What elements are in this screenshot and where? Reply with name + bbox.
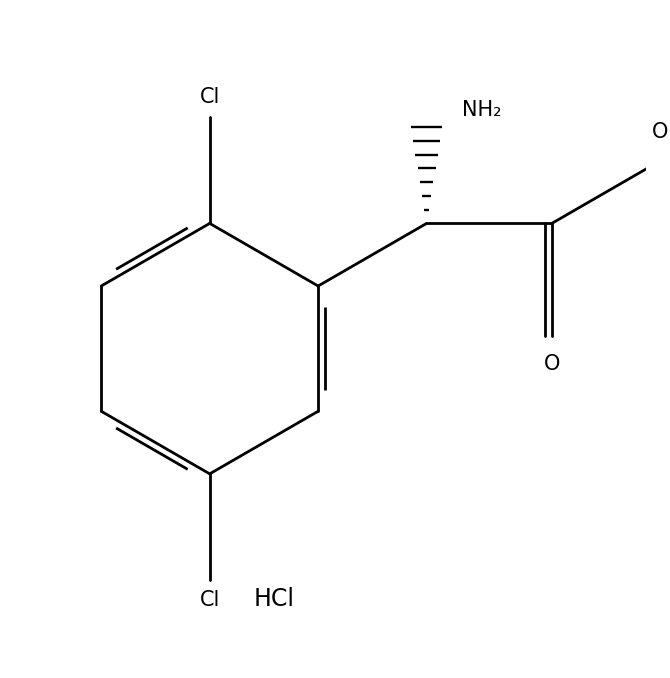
Text: Cl: Cl — [200, 590, 220, 610]
Text: Cl: Cl — [200, 87, 220, 107]
Text: O: O — [652, 121, 669, 142]
Text: O: O — [543, 354, 560, 374]
Text: NH₂: NH₂ — [462, 100, 502, 120]
Text: HCl: HCl — [253, 587, 294, 611]
